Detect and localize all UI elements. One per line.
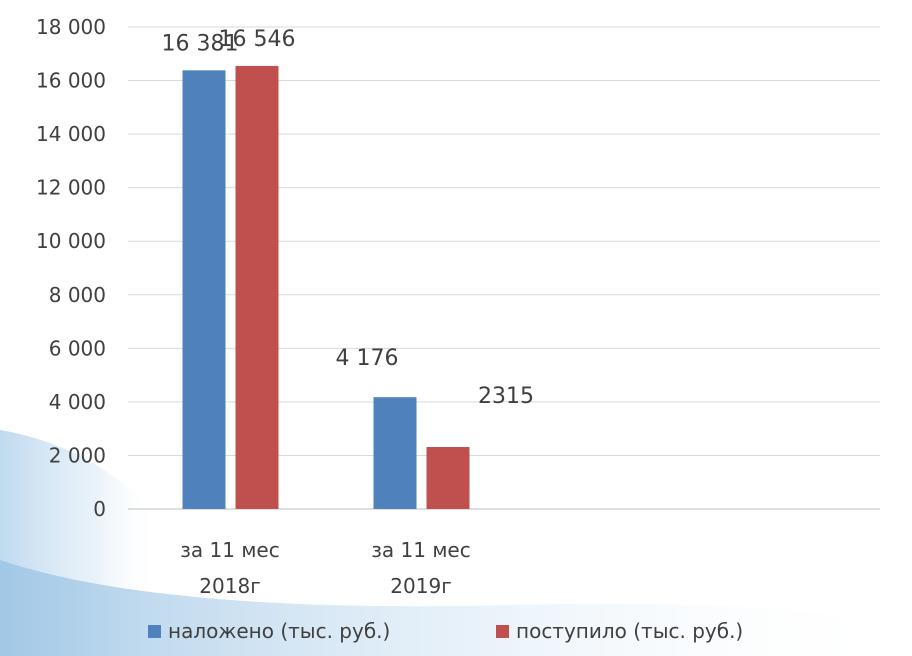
data-labels: 16 381 4 176 16 546 2315 (162, 27, 534, 409)
legend: наложено (тыс. руб.) поступило (тыс. руб.… (148, 619, 743, 643)
bar-postupilo-0 (235, 65, 279, 510)
y-tick-label: 0 (93, 497, 106, 521)
y-tick-label: 14 000 (36, 122, 106, 146)
bar-nalozheno-0 (182, 70, 226, 510)
y-tick-label: 12 000 (36, 176, 106, 200)
bar-postupilo-1 (426, 447, 470, 509)
x-axis: за 11 мес 2018г за 11 мес 2019г (180, 538, 470, 598)
x-category-label: за 11 мес (371, 538, 470, 562)
legend-swatch (148, 625, 161, 638)
legend-label: наложено (тыс. руб.) (168, 619, 390, 643)
legend-label: поступило (тыс. руб.) (516, 619, 743, 643)
x-category-label: 2019г (390, 574, 451, 598)
bar-nalozheno-1 (373, 397, 417, 509)
y-axis: 0 2 000 4 000 6 000 8 000 10 000 12 000 14 000 1… (36, 15, 106, 521)
data-label: 4 176 (336, 346, 399, 371)
y-tick-label: 10 000 (36, 229, 106, 253)
y-tick-label: 16 000 (36, 69, 106, 93)
data-label: 2315 (478, 384, 534, 409)
y-tick-label: 4 000 (49, 390, 106, 414)
y-tick-label: 8 000 (49, 283, 106, 307)
data-label: 16 381 (162, 31, 239, 56)
bars (182, 65, 470, 510)
x-category-label: 2018г (199, 574, 260, 598)
y-tick-label: 18 000 (36, 15, 106, 39)
y-tick-label: 2 000 (49, 443, 106, 467)
legend-swatch (496, 625, 509, 638)
x-category-label: за 11 мес (180, 538, 279, 562)
data-label: 16 546 (219, 27, 296, 52)
y-tick-label: 6 000 (49, 336, 106, 360)
